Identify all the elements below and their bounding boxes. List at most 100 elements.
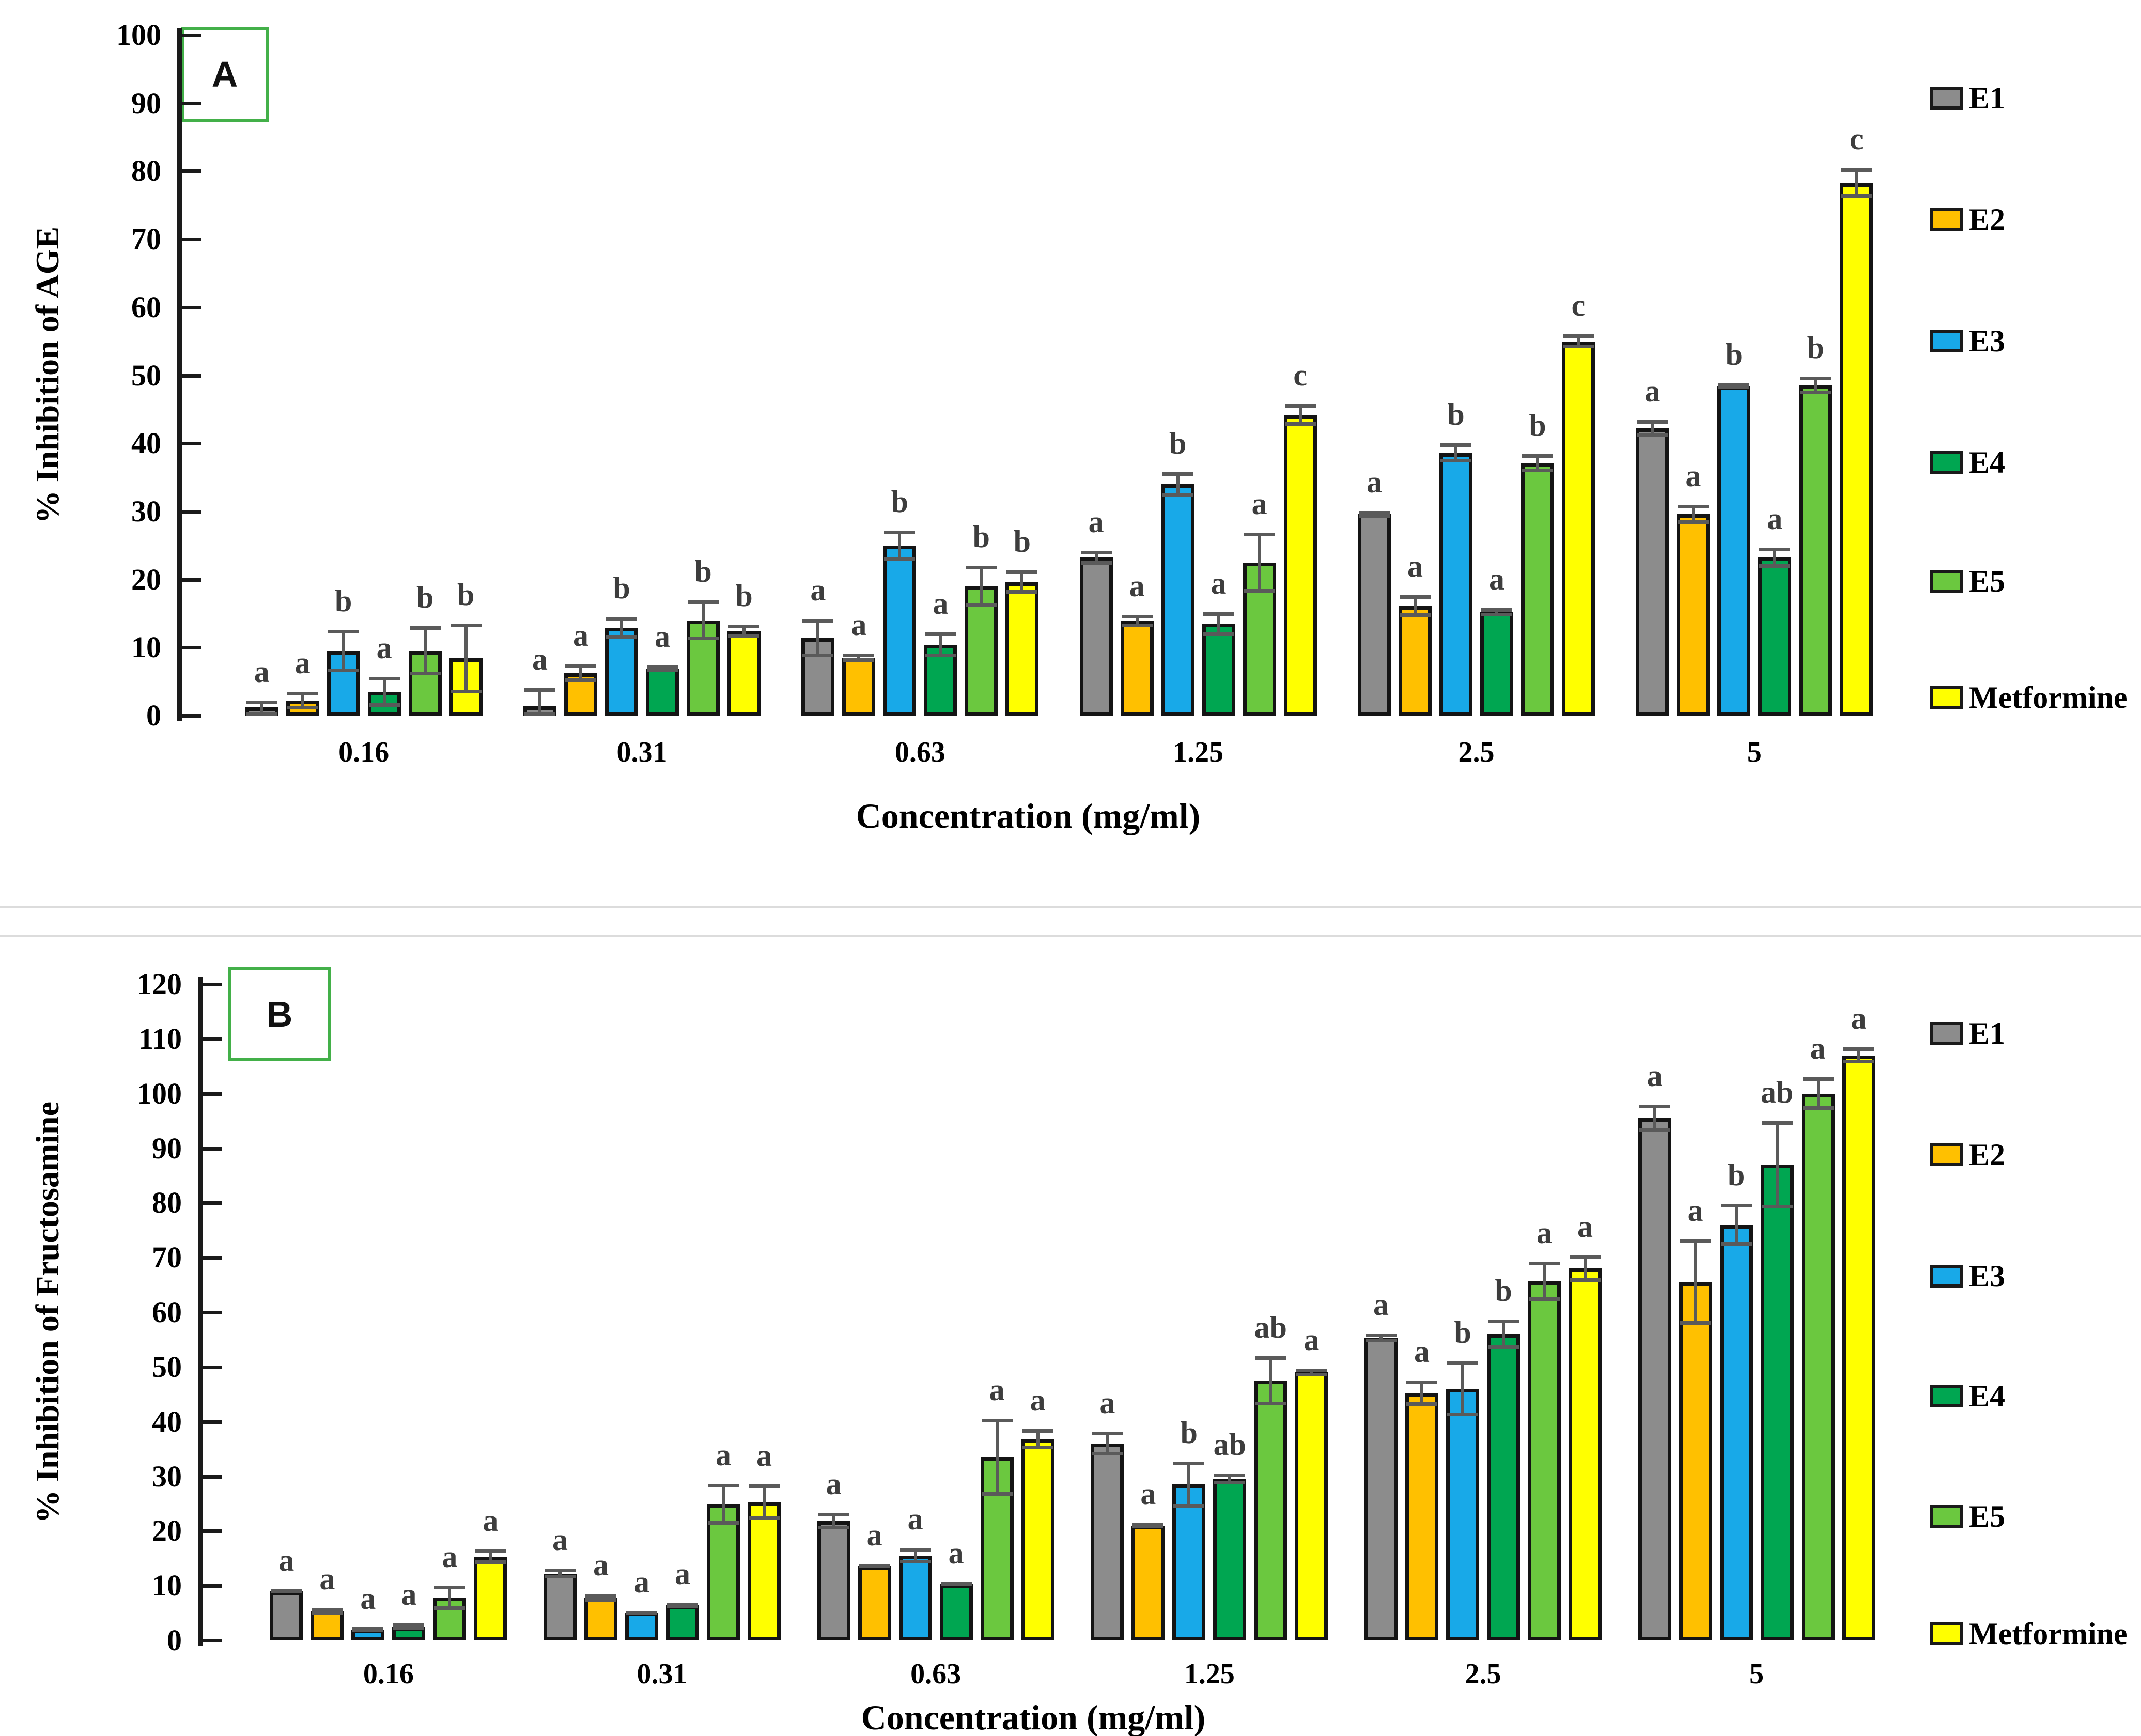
error-bar-e2-1.25 [1121, 615, 1153, 627]
sig-letter-e5-5: b [1807, 331, 1825, 365]
error-bar-cap [1639, 1128, 1670, 1132]
sig-letter-metformine-1.25: a [1304, 1323, 1320, 1357]
bar-e2-2.5 [1405, 1393, 1438, 1640]
error-bar-cap [1522, 454, 1553, 458]
error-bar-line [702, 600, 705, 640]
sig-letter-e2-0.16: a [319, 1561, 335, 1596]
error-bar-e1-0.31 [545, 1569, 576, 1579]
legend-swatch-e3 [1930, 1265, 1963, 1288]
error-bar-e2-1.25 [1132, 1523, 1164, 1529]
panel-a-y-tick [182, 169, 201, 174]
error-bar-metformine-0.31 [728, 624, 759, 638]
error-bar-e4-2.5 [1481, 608, 1512, 616]
error-bar-cap [1255, 1401, 1286, 1405]
panel-a-y-tick-label: 50 [131, 358, 161, 392]
panel-a-x-category-label: 1.25 [1173, 736, 1224, 768]
error-bar-cap [1720, 1204, 1752, 1208]
legend-label-e3: E3 [1969, 324, 2006, 358]
error-bar-cap [1244, 588, 1275, 593]
error-bar-e1-0.31 [524, 688, 555, 716]
panel-b-legend-item-e3: E3 [1930, 1261, 2005, 1292]
error-bar-cap [925, 653, 956, 657]
sig-letter-e5-0.63: b [972, 520, 990, 554]
bar-e5-5 [1799, 385, 1833, 716]
sig-letter-e5-2.5: b [1529, 408, 1546, 443]
panel-b-y-tick-label: 120 [137, 967, 182, 1001]
bar-e3-2.5 [1446, 1389, 1479, 1640]
panel-b-legend-item-e4: E4 [1930, 1381, 2005, 1412]
error-bar-line [1855, 167, 1858, 198]
error-bar-line [1094, 551, 1098, 565]
legend-swatch-metformine [1930, 1622, 1963, 1645]
error-bar-cap [966, 603, 997, 607]
error-bar-line [342, 630, 345, 672]
error-bar-e1-0.16 [246, 701, 277, 716]
bar-e1-5 [1636, 428, 1669, 716]
legend-swatch-e2 [1930, 208, 1963, 231]
sig-letter-e4-0.16: a [376, 630, 392, 665]
bar-e2-0.63 [858, 1566, 891, 1640]
error-bar-line [1653, 1104, 1656, 1132]
panel-a-legend-item-metformine: Metformine [1930, 682, 2128, 713]
sig-letter-e4-0.31: a [675, 1556, 690, 1591]
error-bar-cap [565, 664, 596, 669]
error-bar-line [1414, 595, 1417, 617]
error-bar-cap [1406, 1381, 1437, 1385]
bar-metformine-2.5 [1562, 341, 1595, 716]
sig-letter-e2-1.25: a [1140, 1477, 1156, 1511]
panel-b-legend-item-e1: E1 [1930, 1018, 2005, 1049]
legend-label-e1: E1 [1969, 81, 2006, 115]
panel-a-y-tick-label: 100 [116, 18, 161, 52]
sig-letter-e3-0.31: a [634, 1564, 649, 1599]
panel-a-y-axis-line [177, 28, 182, 721]
error-bar-e5-0.63 [966, 566, 997, 607]
error-bar-cap [966, 566, 997, 570]
error-bar-cap [688, 600, 719, 605]
error-bar-cap [940, 1583, 972, 1587]
error-bar-cap [981, 1419, 1013, 1423]
error-bar-line [1857, 1047, 1860, 1064]
error-bar-line [579, 664, 582, 683]
error-bar-line [980, 566, 983, 607]
legend-label-e2: E2 [1969, 203, 2006, 237]
error-bar-line [1694, 1239, 1697, 1325]
error-bar-cap [1006, 570, 1038, 575]
error-bar-cap [1006, 590, 1038, 594]
legend-swatch-e1 [1930, 1022, 1963, 1045]
bar-e2-0.63 [842, 658, 876, 716]
error-bar-cap [1843, 1047, 1874, 1051]
error-bar-e3-1.25 [1173, 1461, 1205, 1508]
error-bar-cap [884, 556, 916, 561]
error-bar-line [1461, 1361, 1464, 1417]
error-bar-cap [1080, 561, 1112, 565]
panel-a-y-tick [182, 578, 201, 582]
sig-letter-e2-0.31: a [573, 618, 588, 653]
bar-e3-1.25 [1172, 1484, 1206, 1640]
panel-b-y-tick-label: 0 [167, 1623, 182, 1657]
sig-letter-e3-0.63: a [907, 1502, 923, 1537]
error-bar-e5-0.31 [688, 600, 719, 640]
error-bar-cap [1529, 1261, 1560, 1265]
error-bar-cap [1121, 615, 1153, 619]
sig-letter-e2-2.5: a [1414, 1335, 1430, 1369]
sig-letter-e1-5: a [1647, 1058, 1663, 1093]
legend-label-metformine: Metformine [1969, 1617, 2128, 1651]
error-bar-line [857, 654, 861, 662]
error-bar-cap [1214, 1474, 1246, 1478]
sig-letter-e3-1.25: b [1180, 1415, 1198, 1450]
error-bar-cap [450, 624, 482, 628]
error-bar-e4-0.31 [647, 665, 678, 672]
panel-a-y-tick [182, 646, 201, 650]
error-bar-cap [606, 635, 637, 639]
error-bar-cap [1359, 514, 1390, 518]
error-bar-e3-0.63 [884, 530, 916, 561]
bar-e1-1.25 [1079, 557, 1113, 716]
bar-e1-5 [1638, 1118, 1671, 1640]
sig-letter-e3-2.5: b [1454, 1315, 1471, 1350]
panel-b-y-tick [203, 1311, 222, 1314]
error-bar-cap [802, 653, 834, 657]
error-bar-cap [434, 1606, 466, 1610]
sig-letter-e4-0.63: a [948, 1536, 964, 1570]
error-bar-cap [1400, 595, 1431, 599]
error-bar-cap [749, 1516, 780, 1520]
